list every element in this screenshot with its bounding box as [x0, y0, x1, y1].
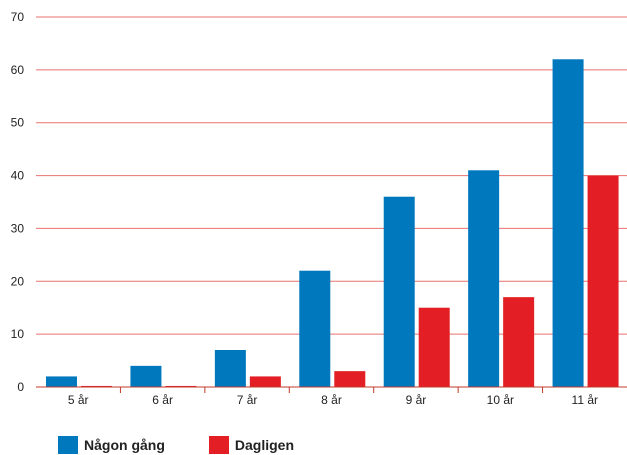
- x-tick-label: 11 år: [572, 393, 598, 407]
- x-tick-label: 8 år: [321, 393, 342, 407]
- legend-swatch: [208, 436, 229, 454]
- y-tick-label: 50: [11, 116, 25, 130]
- y-tick-label: 20: [11, 274, 25, 288]
- x-tick-label: 7 år: [237, 393, 258, 407]
- bar-series-2: [503, 297, 535, 387]
- y-tick-label: 40: [11, 169, 25, 183]
- bar-series-1: [130, 365, 162, 387]
- bar-series-1: [468, 170, 500, 387]
- bar-series-1: [214, 350, 246, 387]
- legend-label: Dagligen: [234, 437, 295, 453]
- y-tick-label: 60: [11, 63, 25, 77]
- grid-lines: [36, 16, 627, 335]
- bar-series-1: [552, 59, 584, 388]
- y-tick-label: 10: [11, 327, 25, 341]
- y-tick-label: 30: [11, 221, 25, 235]
- y-tick-label: 0: [17, 380, 24, 394]
- bar-series-2: [165, 385, 197, 387]
- legend-item-series-2: Dagligen: [208, 436, 295, 454]
- x-tick-label: 5 år: [68, 393, 89, 407]
- legend-item-series-1: Någon gång: [58, 436, 165, 454]
- x-tick-label: 9 år: [406, 393, 427, 407]
- x-tick-label: 6 år: [152, 393, 173, 407]
- bar-series-1: [46, 376, 77, 387]
- x-tick-label: 10 år: [487, 393, 514, 407]
- x-axis: 5 år 6 år 7 år 8 år 9 år 10 år 11 år: [36, 386, 627, 407]
- bar-series-1: [299, 270, 331, 387]
- legend-swatch: [58, 436, 78, 454]
- legend: Någon gång Dagligen: [58, 436, 294, 454]
- bar-series-2: [249, 376, 281, 387]
- legend-label: Någon gång: [84, 437, 165, 453]
- bar-series-2: [587, 175, 619, 387]
- bar-series-1: [383, 196, 415, 387]
- y-axis-ticks: 0 10 20 30 40 50 60 70: [11, 10, 25, 394]
- bar-series-2: [81, 385, 112, 387]
- bar-series-2: [418, 307, 450, 387]
- bar-series-2: [334, 371, 366, 387]
- bars: [46, 59, 619, 388]
- y-tick-label: 70: [11, 10, 25, 24]
